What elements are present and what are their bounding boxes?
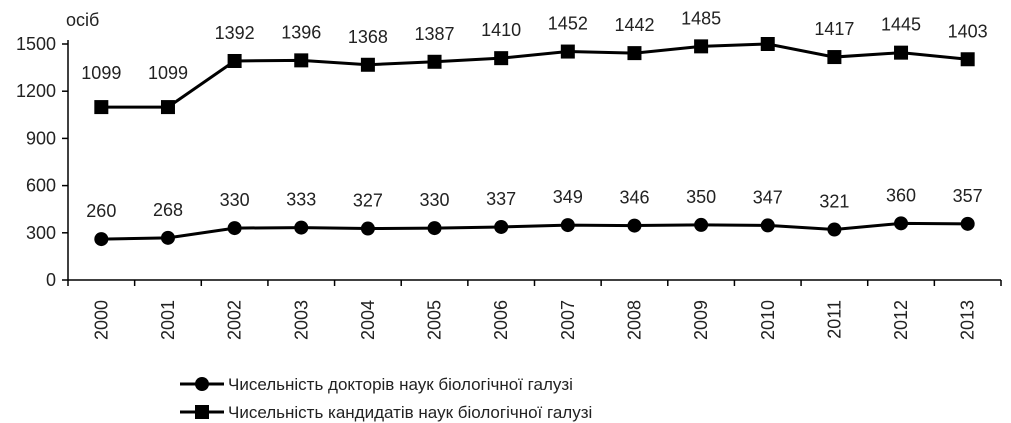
x-tick-label: 2007 — [558, 300, 578, 340]
x-tick-label: 2013 — [958, 300, 978, 340]
x-tick-label: 2001 — [158, 300, 178, 340]
data-label: 1392 — [215, 23, 255, 43]
series-2-point — [627, 46, 642, 61]
series-2-point — [694, 39, 709, 54]
series-1-point — [294, 220, 309, 235]
data-label: 346 — [619, 188, 649, 208]
data-label: 1387 — [415, 24, 455, 44]
legend-label-2: Чисельність кандидатів наук біологічної … — [228, 403, 592, 422]
data-label: 1442 — [614, 15, 654, 35]
x-tick-label: 2008 — [624, 300, 644, 340]
data-label: 321 — [819, 191, 849, 211]
y-tick-label: 1500 — [16, 34, 56, 54]
series-1-point — [227, 221, 242, 236]
data-label: 337 — [486, 189, 516, 209]
series-1-point — [960, 216, 975, 231]
series-1-point — [94, 232, 109, 247]
data-label: 268 — [153, 200, 183, 220]
series-1-point — [560, 218, 575, 233]
series-1-point — [694, 217, 709, 232]
data-label: 349 — [553, 187, 583, 207]
series-2-point — [894, 45, 909, 60]
series-line-1 — [101, 221, 968, 241]
series-2-point — [760, 37, 775, 51]
x-tick-label: 2012 — [891, 300, 911, 340]
data-label: 357 — [953, 186, 983, 206]
axes: 0 300 600 900 1200 1500 2000 2001 2002 2003 2004 20… — [16, 34, 1002, 340]
data-label: 327 — [353, 191, 383, 211]
data-label: 1099 — [81, 63, 121, 83]
data-label: 260 — [86, 201, 116, 221]
series-2-point — [827, 50, 842, 65]
y-tick-label: 300 — [26, 223, 56, 243]
series-2-point — [560, 44, 575, 59]
series-1-point — [627, 218, 642, 233]
x-tick-label: 2005 — [425, 300, 445, 340]
data-label: 1445 — [881, 15, 921, 35]
data-label: 350 — [686, 187, 716, 207]
legend-label-1: Чисельність докторів наук біологічної га… — [228, 375, 573, 394]
series-2-point — [360, 57, 375, 72]
series-2-point — [294, 53, 309, 68]
series-2-point — [494, 51, 509, 66]
legend-circle-marker — [195, 377, 209, 391]
series-2-point — [160, 100, 175, 115]
data-label: 1396 — [281, 22, 321, 42]
data-label: 330 — [420, 190, 450, 210]
series-1-point — [360, 221, 375, 236]
series-1-point — [427, 221, 442, 236]
legend-square-marker — [195, 405, 209, 419]
series-1-point — [827, 222, 842, 237]
data-label: 333 — [286, 190, 316, 210]
series-lines — [94, 37, 975, 247]
data-label: 1485 — [681, 8, 721, 28]
series-1-point — [760, 218, 775, 233]
legend: Чисельність докторів наук біологічної га… — [180, 375, 592, 422]
y-unit-label: осіб — [66, 10, 99, 30]
series-2-point — [960, 52, 975, 67]
y-tick-label: 1200 — [16, 81, 56, 101]
data-label: 360 — [886, 185, 916, 205]
data-label: 1099 — [148, 63, 188, 83]
series-line-2 — [101, 42, 968, 109]
data-label: 330 — [220, 190, 250, 210]
series-2-point — [227, 53, 242, 68]
series-1-point — [494, 219, 509, 234]
x-tick-label: 2011 — [824, 300, 844, 339]
data-labels: 260 268 330 333 327 330 337 349 346 350 347 321 360 3… — [81, 8, 987, 221]
y-tick-label: 900 — [26, 128, 56, 148]
data-label: 1452 — [548, 14, 588, 34]
series-2-point — [94, 100, 109, 115]
data-label: 1410 — [481, 20, 521, 40]
data-label: 1417 — [814, 19, 854, 39]
series-1-point — [160, 230, 175, 245]
x-tick-label: 2000 — [91, 300, 111, 340]
series-1-point — [894, 216, 909, 231]
x-tick-label: 2003 — [291, 300, 311, 340]
x-tick-label: 2009 — [691, 300, 711, 340]
y-tick-label: 0 — [46, 270, 56, 290]
y-tick-label: 600 — [26, 176, 56, 196]
data-label: 1403 — [948, 21, 988, 41]
x-tick-label: 2010 — [758, 300, 778, 340]
x-tick-label: 2002 — [225, 300, 245, 340]
data-label: 347 — [753, 187, 783, 207]
x-tick-label: 2006 — [491, 300, 511, 340]
x-tick-label: 2004 — [358, 300, 378, 340]
data-label: 1368 — [348, 27, 388, 47]
series-2-point — [427, 54, 442, 69]
